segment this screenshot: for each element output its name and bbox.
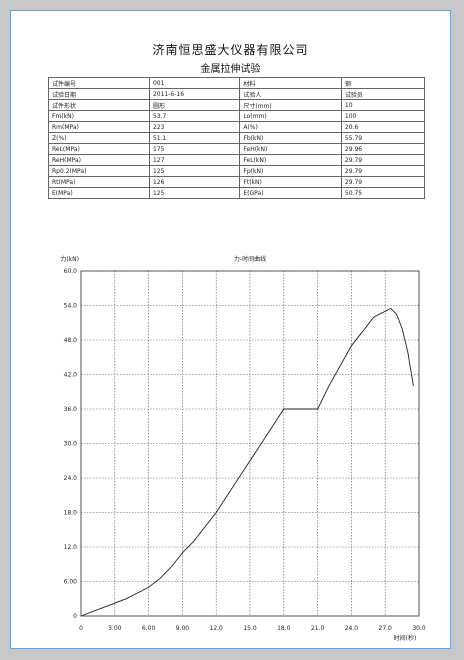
param-name-cell: Z(%) xyxy=(48,132,150,144)
param-value-cell: 29.79 xyxy=(340,176,426,188)
table-row: Rp0.2(MPa) 125 Fp(kN) 29.79 xyxy=(48,165,426,177)
y-tick-label: 6.00 xyxy=(64,579,78,586)
param-value-cell: 175 xyxy=(148,143,241,155)
param-value-cell: 126 xyxy=(148,176,241,188)
x-tick-label: 15.0 xyxy=(243,625,257,632)
param-value-cell: 100 xyxy=(340,110,426,122)
param-value-cell: 127 xyxy=(148,154,241,166)
param-value-cell: 001 xyxy=(148,77,241,89)
x-tick-label: 3.00 xyxy=(108,625,122,632)
table-row: 试件编号 001 材料钢 xyxy=(48,77,426,89)
y-tick-label: 12.0 xyxy=(64,544,78,551)
param-name-cell: Fb(kN) xyxy=(239,132,342,144)
report-title: 金属拉伸试验 xyxy=(200,64,261,75)
param-name-cell: FeH(kN) xyxy=(239,143,342,155)
y-tick-label: 24.0 xyxy=(64,475,78,482)
force-time-line xyxy=(80,307,414,617)
param-name-cell: Lo(mm) xyxy=(239,110,342,122)
y-tick-label: 48.0 xyxy=(64,337,78,344)
param-value-cell: 试验员 xyxy=(340,88,426,100)
table-row: ReL(MPa) 175 FeH(kN) 29.96 xyxy=(48,143,426,155)
param-value-cell: 2011-6-16 xyxy=(148,88,241,100)
y-tick-label: 36.0 xyxy=(64,406,78,413)
param-name-cell: Fm(kN) xyxy=(48,110,150,122)
param-value-cell: 55.79 xyxy=(340,132,426,144)
param-value-cell: 223 xyxy=(148,121,241,133)
y-tick-label: 18.0 xyxy=(64,510,78,517)
param-name-cell: Fp(kN) xyxy=(239,165,342,177)
y-axis-label: 力(kN) xyxy=(60,255,79,263)
param-name-cell: 试件编号 xyxy=(48,77,150,89)
param-value-cell: 圆形 xyxy=(148,99,241,111)
param-name-cell: Ft(kN) xyxy=(239,176,342,188)
param-name-cell: E(MPa) xyxy=(48,187,150,199)
param-name-cell: Rp0.2(MPa) xyxy=(48,165,150,177)
param-value-cell: 53.7 xyxy=(148,110,241,122)
param-value-cell: 10 xyxy=(340,99,426,111)
table-row: ReH(MPa) 127 FeL(kN) 29.79 xyxy=(48,154,426,166)
x-tick-label: 30.0 xyxy=(412,625,426,632)
param-name-cell: ReH(MPa) xyxy=(48,154,150,166)
report-page: 济南恒思盛大仪器有限公司 金属拉伸试验 试件编号 001 材料钢试验日期 2011-6… xyxy=(10,10,451,649)
param-name-cell: 材料 xyxy=(239,77,342,89)
y-tick-label: 54.0 xyxy=(64,303,78,310)
param-name-cell: 试件形状 xyxy=(48,99,150,111)
force-time-chart: 0 3.00 6.00 9.00 12.0 15.0 18.0 21.0 24.0 27.0 30.… xyxy=(60,255,426,642)
table-row: Rm(MPa) 223 A(%) 20.6 xyxy=(48,121,426,133)
x-tick-label: 27.0 xyxy=(379,625,393,632)
param-value-cell: 钢 xyxy=(340,77,426,89)
table-row: 试件形状 圆形 尺寸(mm) 10 xyxy=(48,99,426,111)
param-name-cell: E(GPa) xyxy=(239,187,342,199)
x-tick-label: 18.0 xyxy=(277,625,291,632)
x-tick-label: 0 xyxy=(79,625,83,632)
table-row: Z(%) 51.1 Fb(kN) 55.79 xyxy=(48,132,426,144)
table-row: 试验日期 2011-6-16 试验人 试验员 xyxy=(48,88,426,100)
param-name-cell: FeL(kN) xyxy=(239,154,342,166)
param-value-cell: 29.79 xyxy=(340,154,426,166)
param-value-cell: 125 xyxy=(148,165,241,177)
table-row: Fm(kN) 53.7 Lo(mm) 100 xyxy=(48,110,426,122)
table-row: Rt(MPa) 126 Ft(kN) 29.79 xyxy=(48,176,426,188)
param-value-cell: 125 xyxy=(148,187,241,199)
y-tick-label: 30.0 xyxy=(64,441,78,448)
param-value-cell: 29.79 xyxy=(340,165,426,177)
x-tick-label: 24.0 xyxy=(345,625,359,632)
x-tick-label: 12.0 xyxy=(210,625,224,632)
x-tick-label: 21.0 xyxy=(311,625,325,632)
param-value-cell: 20.6 xyxy=(340,121,426,133)
plot-frame xyxy=(80,270,420,617)
x-tick-label: 9.00 xyxy=(176,625,190,632)
param-value-cell: 50.75 xyxy=(340,187,426,199)
x-axis-label: 时间(秒) xyxy=(394,634,417,642)
y-tick-label: 42.0 xyxy=(64,372,78,379)
y-tick-label: 60.0 xyxy=(64,268,78,275)
param-name-cell: 试验人 xyxy=(239,88,342,100)
y-tick-label: 0 xyxy=(73,613,77,620)
param-name-cell: Rm(MPa) xyxy=(48,121,150,133)
x-tick-label: 6.00 xyxy=(142,625,156,632)
param-name-cell: 试验日期 xyxy=(48,88,150,100)
param-name-cell: 尺寸(mm) xyxy=(239,99,342,111)
param-value-cell: 29.96 xyxy=(340,143,426,155)
table-row: E(MPa) 125 E(GPa) 50.75 xyxy=(48,187,426,199)
company-title: 济南恒思盛大仪器有限公司 xyxy=(152,43,309,57)
param-name-cell: A(%) xyxy=(239,121,342,133)
info-table: 试件编号 001 材料钢试验日期 2011-6-16 试验人 试验员 试件形状 圆形 尺寸(mm… xyxy=(48,77,426,199)
chart-title: 力-时间曲线 xyxy=(234,255,266,263)
param-name-cell: ReL(MPa) xyxy=(48,143,150,155)
param-value-cell: 51.1 xyxy=(148,132,241,144)
param-name-cell: Rt(MPa) xyxy=(48,176,150,188)
